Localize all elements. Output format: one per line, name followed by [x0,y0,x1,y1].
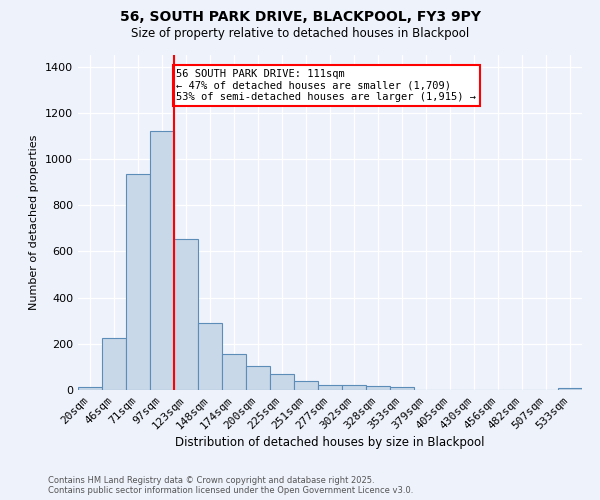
Bar [246,366,270,390]
Bar [390,387,414,390]
Bar [222,354,246,390]
X-axis label: Distribution of detached houses by size in Blackpool: Distribution of detached houses by size … [175,436,485,449]
Bar [102,338,126,390]
Bar [342,386,366,390]
Bar [174,238,198,390]
Bar [198,323,222,390]
Bar [294,381,318,390]
Bar [366,386,390,390]
Text: Contains HM Land Registry data © Crown copyright and database right 2025.
Contai: Contains HM Land Registry data © Crown c… [48,476,413,495]
Bar [558,388,582,390]
Bar [150,131,174,390]
Text: 56 SOUTH PARK DRIVE: 111sqm
← 47% of detached houses are smaller (1,709)
53% of : 56 SOUTH PARK DRIVE: 111sqm ← 47% of det… [176,69,476,102]
Y-axis label: Number of detached properties: Number of detached properties [29,135,40,310]
Bar [78,386,102,390]
Text: 56, SOUTH PARK DRIVE, BLACKPOOL, FY3 9PY: 56, SOUTH PARK DRIVE, BLACKPOOL, FY3 9PY [119,10,481,24]
Text: Size of property relative to detached houses in Blackpool: Size of property relative to detached ho… [131,28,469,40]
Bar [270,374,294,390]
Bar [318,385,342,390]
Bar [126,174,150,390]
